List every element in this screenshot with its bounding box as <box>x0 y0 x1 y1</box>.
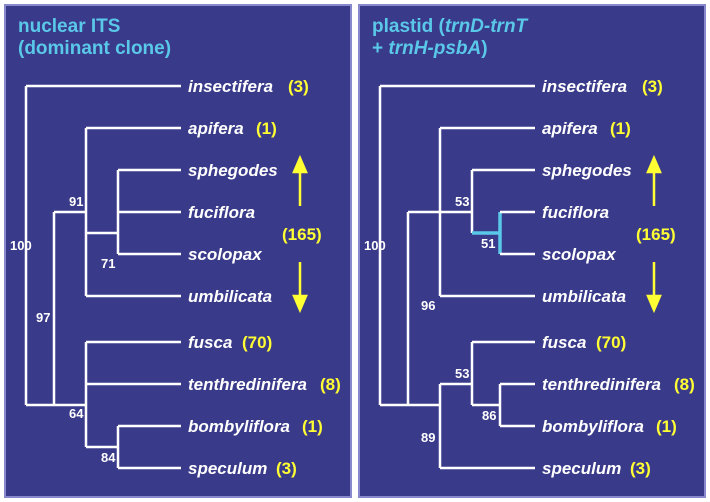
support: 89 <box>421 430 435 445</box>
taxa-left: insectifera (3) apifera (1) sphegodes fu… <box>188 77 341 478</box>
support: 86 <box>482 408 496 423</box>
right-title-2: + trnH-psbA) <box>372 38 488 59</box>
taxon-count: (8) <box>320 375 341 394</box>
taxon: sphegodes <box>542 161 632 180</box>
right-title-1: plastid (trnD-trnT <box>372 16 529 37</box>
left-title-2: (dominant clone) <box>18 38 171 59</box>
support: 100 <box>364 238 386 253</box>
taxon: fuciflora <box>188 203 255 222</box>
arrow-down-head <box>648 296 660 310</box>
taxon-count: (3) <box>276 459 297 478</box>
support: 71 <box>101 256 115 271</box>
support: 51 <box>481 236 495 251</box>
right-panel: plastid (trnD-trnT + trnH-psbA) <box>358 4 706 498</box>
taxon-count: (1) <box>656 417 677 436</box>
support: 91 <box>69 194 83 209</box>
taxon: fusca <box>542 333 586 352</box>
taxon-count: (1) <box>610 119 631 138</box>
taxon: insectifera <box>542 77 627 96</box>
taxa-right: insectifera (3) apifera (1) sphegodes fu… <box>542 77 695 478</box>
right-tree-svg: plastid (trnD-trnT + trnH-psbA) <box>360 6 708 500</box>
taxon-count: (70) <box>596 333 626 352</box>
taxon: speculum <box>542 459 621 478</box>
taxon-count: (1) <box>302 417 323 436</box>
support: 53 <box>455 366 469 381</box>
taxon: fuciflora <box>542 203 609 222</box>
taxon: sphegodes <box>188 161 278 180</box>
taxon: umbilicata <box>188 287 272 306</box>
group-count: (165) <box>282 225 322 244</box>
taxon-count: (1) <box>256 119 277 138</box>
support: 97 <box>36 310 50 325</box>
support: 84 <box>101 450 116 465</box>
taxon-count: (8) <box>674 375 695 394</box>
taxon: tenthredinifera <box>542 375 661 394</box>
taxon-count: (3) <box>642 77 663 96</box>
taxon: speculum <box>188 459 267 478</box>
arrow-up-head <box>648 158 660 172</box>
taxon: apifera <box>188 119 244 138</box>
left-title-1: nuclear ITS <box>18 16 120 37</box>
support: 53 <box>455 194 469 209</box>
left-panel: nuclear ITS (dominant clone) 100 97 <box>4 4 352 498</box>
taxon: apifera <box>542 119 598 138</box>
taxon: bombyliflora <box>542 417 644 436</box>
group-count: (165) <box>636 225 676 244</box>
taxon-count: (70) <box>242 333 272 352</box>
taxon: scolopax <box>542 245 617 264</box>
arrow-up-head <box>294 158 306 172</box>
taxon-count: (3) <box>630 459 651 478</box>
taxon: bombyliflora <box>188 417 290 436</box>
taxon: tenthredinifera <box>188 375 307 394</box>
left-tree-svg: nuclear ITS (dominant clone) 100 97 <box>6 6 354 500</box>
taxon: scolopax <box>188 245 263 264</box>
taxon: fusca <box>188 333 232 352</box>
arrow-down-head <box>294 296 306 310</box>
support: 64 <box>69 406 84 421</box>
taxon: insectifera <box>188 77 273 96</box>
taxon-count: (3) <box>288 77 309 96</box>
taxon: umbilicata <box>542 287 626 306</box>
support: 100 <box>10 238 32 253</box>
support: 96 <box>421 298 435 313</box>
